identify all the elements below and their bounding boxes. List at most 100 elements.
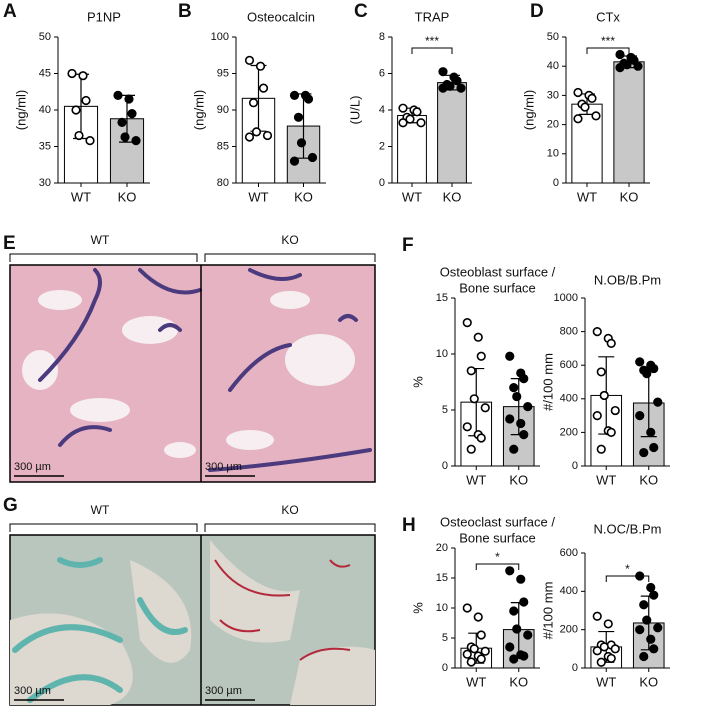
data-point bbox=[635, 357, 645, 367]
data-point bbox=[289, 90, 300, 100]
y-tick-label: 50 bbox=[39, 31, 51, 43]
data-point bbox=[438, 67, 448, 77]
data-point bbox=[580, 102, 590, 112]
y-axis-label: (U/L) bbox=[347, 96, 362, 125]
y-tick-label: 8 bbox=[379, 31, 385, 43]
y-tick-label: 50 bbox=[547, 31, 559, 43]
chart-title: P1NP bbox=[87, 9, 121, 24]
chart-title: Bone surface bbox=[459, 280, 536, 295]
data-point bbox=[307, 152, 318, 163]
data-point bbox=[248, 98, 259, 108]
x-tick-label: KO bbox=[620, 189, 639, 204]
y-tick-label: 30 bbox=[547, 89, 559, 101]
y-tick-label: 4 bbox=[379, 104, 385, 116]
data-point bbox=[476, 630, 486, 640]
chart-title: Osteoblast surface / bbox=[440, 264, 556, 279]
data-point bbox=[610, 405, 620, 416]
y-axis-label: % bbox=[410, 602, 425, 614]
y-tick-label: 5 bbox=[442, 404, 448, 416]
data-point bbox=[452, 76, 462, 86]
histology-g bbox=[9, 523, 376, 706]
data-point bbox=[653, 623, 663, 633]
bar bbox=[613, 61, 645, 184]
data-point bbox=[653, 397, 663, 407]
x-tick-label: WT bbox=[248, 189, 268, 204]
data-point bbox=[131, 136, 141, 146]
y-tick-label: 5 bbox=[442, 632, 448, 644]
y-tick-label: 200 bbox=[560, 624, 578, 636]
data-point bbox=[596, 657, 606, 667]
data-point bbox=[462, 649, 472, 659]
x-tick-label: WT bbox=[596, 472, 616, 487]
data-point bbox=[244, 132, 255, 142]
data-point bbox=[113, 90, 123, 100]
data-point bbox=[473, 612, 483, 622]
significance-bracket bbox=[475, 563, 520, 570]
y-axis-label: (ng/ml) bbox=[191, 90, 206, 130]
y-tick-label: 30 bbox=[39, 177, 51, 189]
data-point bbox=[509, 606, 519, 616]
y-axis-label: % bbox=[410, 376, 425, 388]
data-point bbox=[289, 156, 300, 166]
data-point bbox=[255, 61, 266, 71]
data-point bbox=[251, 127, 262, 137]
significance-label: * bbox=[625, 562, 630, 576]
data-point bbox=[516, 418, 526, 429]
data-point bbox=[512, 624, 522, 634]
y-axis-label: #/100 mm bbox=[540, 353, 555, 411]
data-point bbox=[262, 130, 273, 141]
data-point bbox=[596, 367, 606, 377]
y-tick-label: 0 bbox=[442, 460, 448, 472]
x-tick-label: WT bbox=[596, 674, 616, 689]
data-point bbox=[85, 136, 95, 146]
data-point bbox=[244, 55, 255, 65]
data-point bbox=[635, 625, 645, 635]
significance-label: * bbox=[495, 550, 500, 564]
data-point bbox=[615, 49, 625, 60]
data-point bbox=[476, 351, 486, 361]
data-point bbox=[606, 653, 616, 664]
scale-bar-label: 300 µm bbox=[14, 461, 51, 473]
data-point bbox=[438, 83, 448, 93]
data-point bbox=[466, 444, 476, 454]
data-point bbox=[466, 657, 476, 667]
y-tick-label: 15 bbox=[436, 292, 448, 304]
image-label: KO bbox=[281, 233, 298, 247]
data-point bbox=[642, 369, 652, 379]
y-tick-label: 40 bbox=[547, 60, 559, 72]
panel-label: C bbox=[354, 1, 368, 22]
data-point bbox=[117, 117, 127, 128]
y-tick-label: 6 bbox=[379, 67, 385, 79]
y-tick-label: 95 bbox=[217, 67, 229, 79]
y-tick-label: 45 bbox=[39, 67, 51, 79]
x-tick-label: KO bbox=[118, 189, 137, 204]
data-point bbox=[519, 430, 529, 440]
data-point bbox=[649, 590, 659, 600]
y-tick-label: 100 bbox=[211, 31, 229, 43]
chart-title: Bone surface bbox=[459, 530, 536, 545]
data-point bbox=[592, 611, 602, 621]
data-point bbox=[587, 93, 597, 103]
scale-bar-label: 300 µm bbox=[205, 685, 242, 697]
data-point bbox=[509, 654, 519, 664]
data-point bbox=[646, 634, 656, 644]
data-point bbox=[81, 95, 91, 106]
x-tick-label: WT bbox=[466, 674, 486, 689]
panel-label: F bbox=[402, 235, 414, 256]
data-point bbox=[596, 444, 606, 454]
data-point bbox=[573, 87, 583, 98]
scale-bar-label: 300 µm bbox=[205, 461, 242, 473]
y-tick-label: 35 bbox=[39, 140, 51, 152]
y-axis-label: #/100 mm bbox=[540, 582, 555, 640]
panel-label: E bbox=[3, 233, 16, 254]
data-point bbox=[599, 642, 609, 652]
data-point bbox=[646, 582, 656, 593]
data-point bbox=[456, 83, 466, 93]
data-point bbox=[523, 630, 533, 640]
data-point bbox=[519, 597, 529, 607]
x-tick-label: WT bbox=[577, 189, 597, 204]
y-tick-label: 0 bbox=[572, 460, 578, 472]
y-tick-label: 0 bbox=[572, 662, 578, 674]
data-point bbox=[412, 107, 422, 117]
